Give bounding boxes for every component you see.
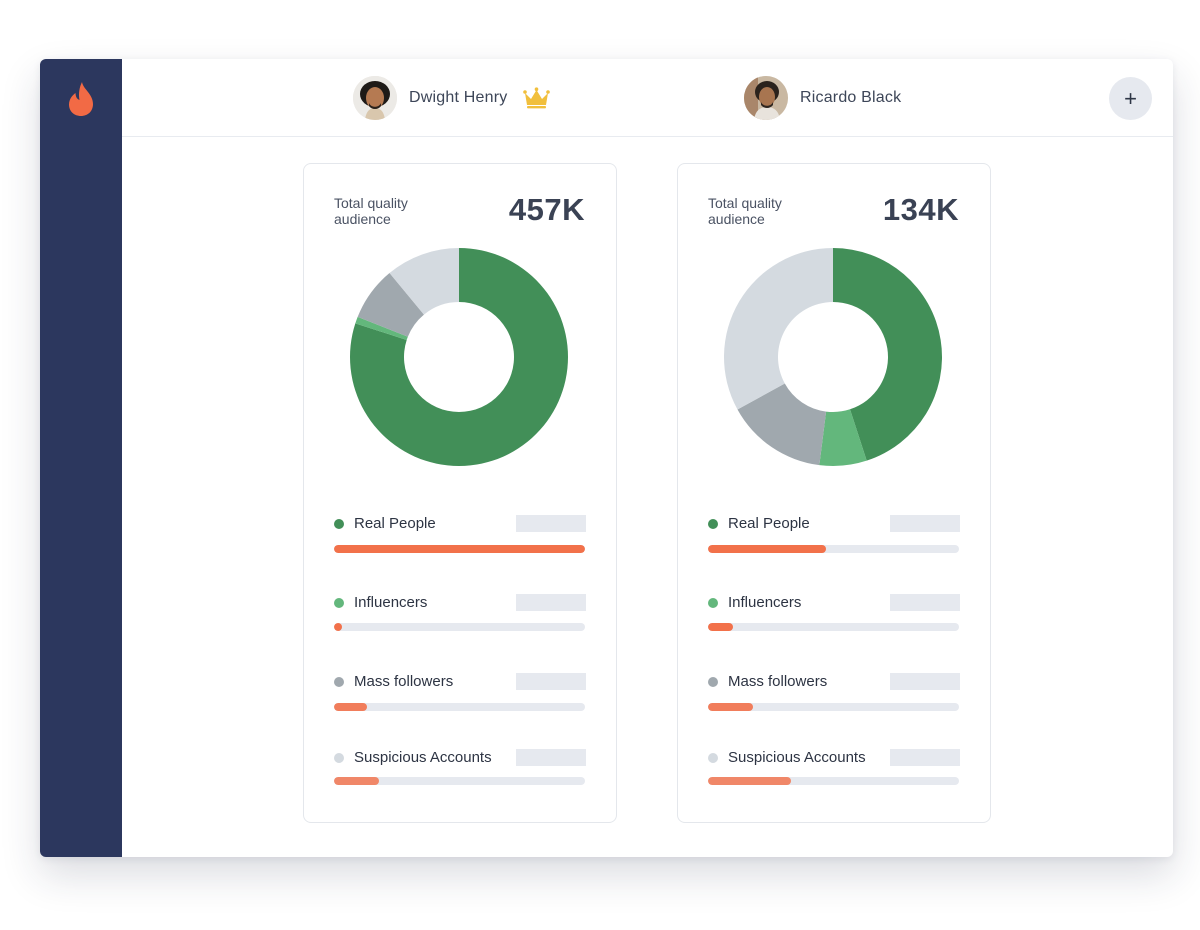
card-label: Total quality audience [708,195,782,227]
metric-value-placeholder [890,515,960,532]
donut-slice-real-people [350,248,568,466]
metric-value-placeholder [890,594,960,611]
donut-slice-suspicious-accounts [389,248,459,315]
metric-row: Mass followers [334,672,586,712]
metric-progress-bar [708,545,959,553]
metric-label: Mass followers [354,673,454,690]
metric-value-placeholder [890,749,960,766]
legend-dot-icon [708,598,718,608]
donut-slice-mass-followers [357,273,424,337]
user-name: Ricardo Black [800,89,902,106]
metric-progress-fill [334,623,342,631]
metric-progress-fill [708,623,734,631]
add-profile-button[interactable]: + [1109,77,1152,120]
legend-dot-icon [708,519,718,529]
metric-row: Real People [334,514,586,554]
crown-icon [523,87,551,109]
metric-progress-bar [334,545,585,553]
metric-value-placeholder [516,594,586,611]
sidebar [40,59,122,857]
metric-label: Real People [728,515,810,532]
metric-label: Suspicious Accounts [728,749,866,766]
donut-slice-influencers [355,316,408,341]
legend-dot-icon [334,753,344,763]
user-ricardo-black[interactable]: Ricardo Black [744,76,901,120]
metric-label: Influencers [354,594,428,611]
legend-dot-icon [708,753,718,763]
metric-progress-fill [708,777,791,785]
user-name: Dwight Henry [409,89,508,106]
metric-row: Real People [708,514,960,554]
metric-progress-fill [334,703,367,711]
metric-label: Mass followers [728,673,828,690]
avatar [744,76,788,120]
legend-dot-icon [334,677,344,687]
metric-progress-bar [334,777,585,785]
metric-row: Influencers [334,593,586,633]
metric-progress-bar [708,703,959,711]
comparison-header: Dwight Henry Ricardo Black [122,59,1173,137]
audience-card: Total quality audience 457K Real People I… [303,163,617,823]
metric-label: Suspicious Accounts [354,749,492,766]
metric-progress-fill [708,545,826,553]
metric-progress-fill [334,545,585,553]
metric-row: Influencers [708,593,960,633]
metric-value-placeholder [516,515,586,532]
donut-slice-real-people [833,248,942,461]
flame-icon[interactable] [66,81,96,117]
metric-progress-fill [334,777,380,785]
total-audience-value: 134K [882,192,959,227]
audience-card: Total quality audience 134K Real People I… [677,163,991,823]
total-audience-value: 457K [508,192,585,227]
metric-row: Suspicious Accounts [334,748,586,788]
donut-slice-suspicious-accounts [724,248,833,410]
donut-slice-mass-followers [737,383,827,466]
metric-row: Suspicious Accounts [708,748,960,788]
metric-progress-bar [334,623,585,631]
metric-value-placeholder [890,673,960,690]
user-dwight-henry[interactable]: Dwight Henry [353,76,551,120]
audience-donut-chart [350,248,568,466]
metric-value-placeholder [516,673,586,690]
app-window: Dwight Henry Ricardo Black [40,59,1173,857]
metric-label: Influencers [728,594,802,611]
metric-progress-bar [334,703,585,711]
metric-progress-fill [708,703,754,711]
metric-value-placeholder [516,749,586,766]
donut-slice-influencers [819,409,867,466]
legend-dot-icon [708,677,718,687]
metric-label: Real People [354,515,436,532]
legend-dot-icon [334,598,344,608]
legend-dot-icon [334,519,344,529]
avatar [353,76,397,120]
audience-donut-chart [724,248,942,466]
metric-progress-bar [708,777,959,785]
metric-progress-bar [708,623,959,631]
metric-row: Mass followers [708,672,960,712]
card-label: Total quality audience [334,195,408,227]
